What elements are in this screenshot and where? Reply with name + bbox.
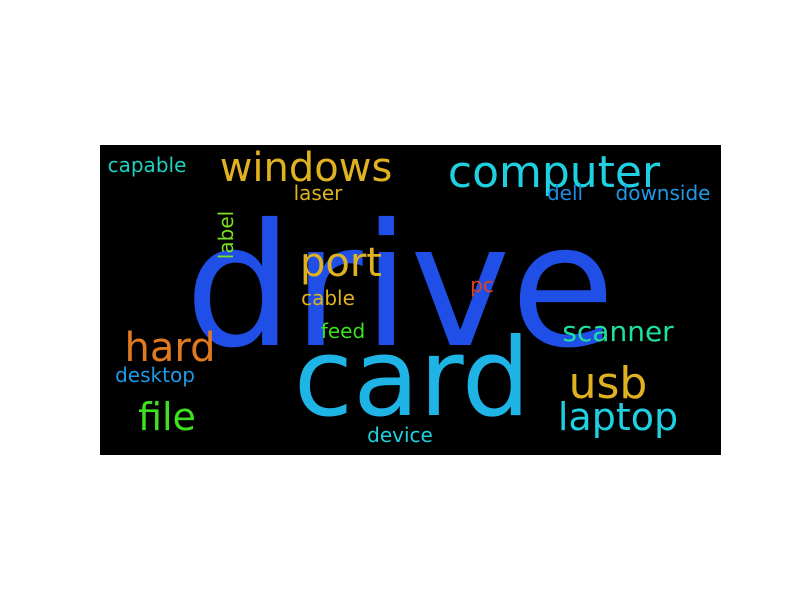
word-cloud: drive card computer windows port hard us…	[100, 145, 721, 455]
word-laptop: laptop	[558, 395, 678, 439]
word-downside: downside	[616, 181, 711, 205]
word-hard: hard	[125, 325, 216, 371]
word-computer: computer	[448, 147, 661, 198]
word-desktop: desktop	[115, 363, 195, 387]
word-card: card	[294, 316, 531, 441]
word-drive: drive	[185, 188, 615, 386]
word-device: device	[367, 423, 433, 447]
word-capable: capable	[108, 153, 187, 177]
word-cloud-svg: drive card computer windows port hard us…	[108, 145, 711, 447]
word-laser: laser	[294, 181, 344, 205]
word-label: label	[214, 211, 238, 259]
word-usb: usb	[569, 358, 648, 409]
word-scanner: scanner	[562, 315, 674, 348]
word-feed: feed	[321, 319, 365, 343]
word-file: file	[138, 395, 196, 439]
word-port: port	[300, 240, 382, 286]
word-cable: cable	[301, 286, 355, 310]
word-windows: windows	[220, 145, 393, 191]
word-dell: dell	[547, 181, 583, 205]
word-pc: pc	[470, 273, 494, 297]
